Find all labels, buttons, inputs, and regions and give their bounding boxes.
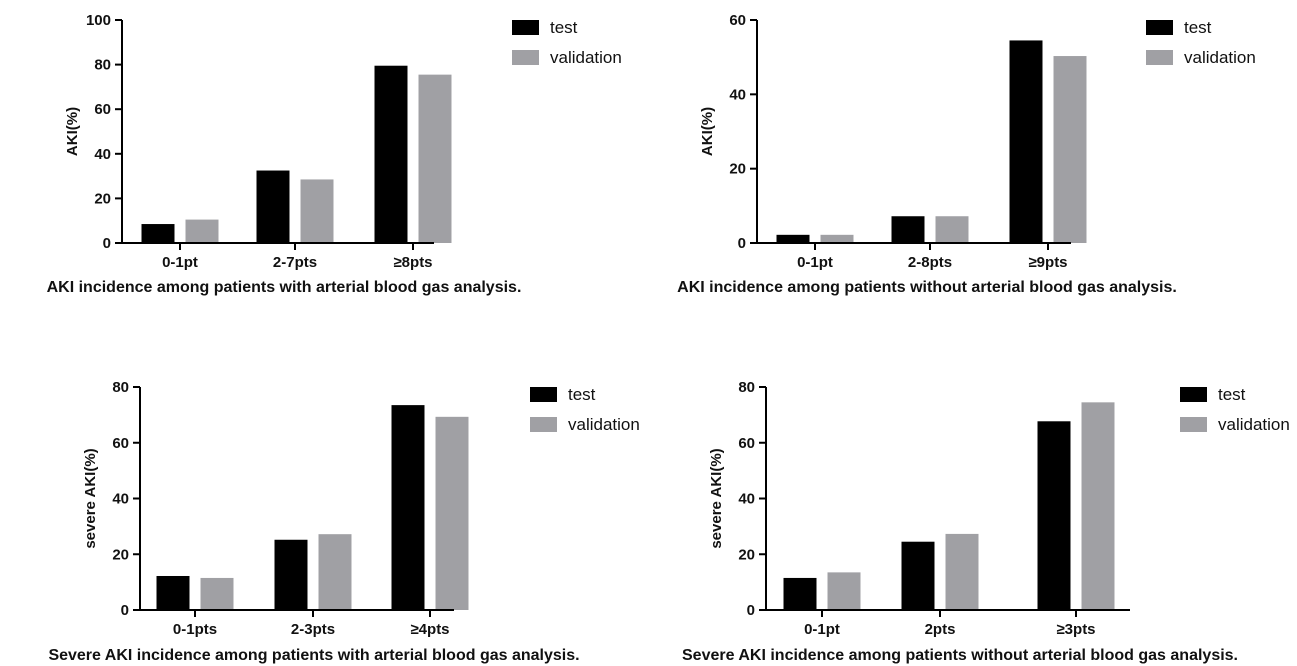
x-tick-label: 2-3pts <box>291 621 335 638</box>
y-tick-label: 0 <box>121 602 129 619</box>
legend-swatch-test <box>530 387 557 402</box>
legend-swatch-validation <box>1146 50 1173 65</box>
legend-swatch-test <box>512 20 539 35</box>
y-tick-label: 80 <box>738 379 755 396</box>
legend-label-validation: validation <box>568 415 640 434</box>
bar-validation-1 <box>827 572 861 610</box>
y-tick-label: 0 <box>747 602 755 619</box>
chart-caption: Severe AKI incidence among patients with… <box>682 647 1238 664</box>
legend-swatch-test <box>1180 387 1207 402</box>
x-tick-label: 2-7pts <box>273 254 317 271</box>
bar-validation-2 <box>300 179 334 243</box>
bar-test-1 <box>156 575 190 610</box>
bar-test-3 <box>374 65 408 243</box>
y-axis-label: severe AKI(%) <box>82 448 99 548</box>
y-tick-label: 40 <box>738 491 755 508</box>
x-tick-label: 0-1pt <box>797 254 833 271</box>
y-tick-label: 20 <box>94 190 111 207</box>
y-tick-label: 40 <box>112 491 129 508</box>
bar-test-3 <box>1009 40 1043 243</box>
legend-swatch-test <box>1146 20 1173 35</box>
bar-validation-3 <box>1053 56 1087 243</box>
bar-test-3 <box>1037 421 1071 610</box>
y-axis-label: AKI(%) <box>64 107 81 156</box>
y-tick-label: 60 <box>729 12 746 29</box>
bar-test-2 <box>256 170 290 243</box>
legend-label-validation: validation <box>1184 48 1256 67</box>
x-tick-label: ≥9pts <box>1028 254 1067 271</box>
y-tick-label: 60 <box>738 435 755 452</box>
x-tick-label: 2pts <box>925 621 956 638</box>
y-axis-label: severe AKI(%) <box>708 448 725 548</box>
y-tick-label: 40 <box>729 86 746 103</box>
bar-test-1 <box>776 234 810 243</box>
x-tick-label: 0-1pt <box>804 621 840 638</box>
x-tick-label: 0-1pt <box>162 254 198 271</box>
y-tick-label: 20 <box>738 546 755 563</box>
legend-swatch-validation <box>1180 417 1207 432</box>
legend-swatch-validation <box>530 417 557 432</box>
bar-validation-2 <box>318 534 352 610</box>
y-tick-label: 80 <box>94 57 111 74</box>
bar-validation-1 <box>185 219 219 243</box>
bar-validation-1 <box>820 234 854 243</box>
chart-panel-4: 0 20 40 60 80 0-1pt 2pts ≥3pts severe AKI(%) test… <box>682 379 1290 664</box>
chart-panel-3: 0 20 40 60 80 0-1pts 2-3pts ≥4pts severe AKI(%) t… <box>48 379 639 664</box>
bar-test-3 <box>391 405 425 610</box>
y-axis-label: AKI(%) <box>699 107 716 156</box>
chart-caption: Severe AKI incidence among patients with… <box>48 647 579 664</box>
legend-label-validation: validation <box>1218 415 1290 434</box>
bar-test-1 <box>783 577 817 610</box>
bar-test-2 <box>891 216 925 243</box>
y-tick-label: 60 <box>112 435 129 452</box>
legend-label-test: test <box>1218 385 1246 404</box>
legend-label-test: test <box>550 18 578 37</box>
bar-validation-2 <box>945 533 979 610</box>
legend-label-test: test <box>568 385 596 404</box>
bar-validation-3 <box>1081 402 1115 610</box>
bar-validation-3 <box>435 416 469 610</box>
y-tick-label: 20 <box>729 161 746 178</box>
x-tick-label: 0-1pts <box>173 621 217 638</box>
legend-label-test: test <box>1184 18 1212 37</box>
x-tick-label: ≥4pts <box>410 621 449 638</box>
bar-test-2 <box>274 539 308 610</box>
y-tick-label: 60 <box>94 101 111 118</box>
y-tick-label: 0 <box>103 235 111 252</box>
y-tick-label: 80 <box>112 379 129 396</box>
x-tick-label: 2-8pts <box>908 254 952 271</box>
bar-test-1 <box>141 224 175 243</box>
legend-label-validation: validation <box>550 48 622 67</box>
x-tick-label: ≥8pts <box>393 254 432 271</box>
bar-validation-1 <box>200 577 234 610</box>
chart-caption: AKI incidence among patients with arteri… <box>47 279 522 296</box>
y-tick-label: 20 <box>112 546 129 563</box>
legend-swatch-validation <box>512 50 539 65</box>
y-tick-label: 100 <box>86 12 111 29</box>
y-tick-label: 40 <box>94 146 111 163</box>
chart-caption: AKI incidence among patients without art… <box>677 279 1177 296</box>
bar-validation-2 <box>935 216 969 243</box>
bar-validation-3 <box>418 74 452 243</box>
y-tick-label: 0 <box>738 235 746 252</box>
bar-test-2 <box>901 541 935 610</box>
chart-panel-1: 0 20 40 60 80 100 0-1pt 2-7pts ≥8pts AKI(%) test va… <box>47 12 622 296</box>
x-tick-label: ≥3pts <box>1056 621 1095 638</box>
chart-panel-2: 0 20 40 60 0-1pt 2-8pts ≥9pts AKI(%) test validat… <box>677 12 1256 296</box>
